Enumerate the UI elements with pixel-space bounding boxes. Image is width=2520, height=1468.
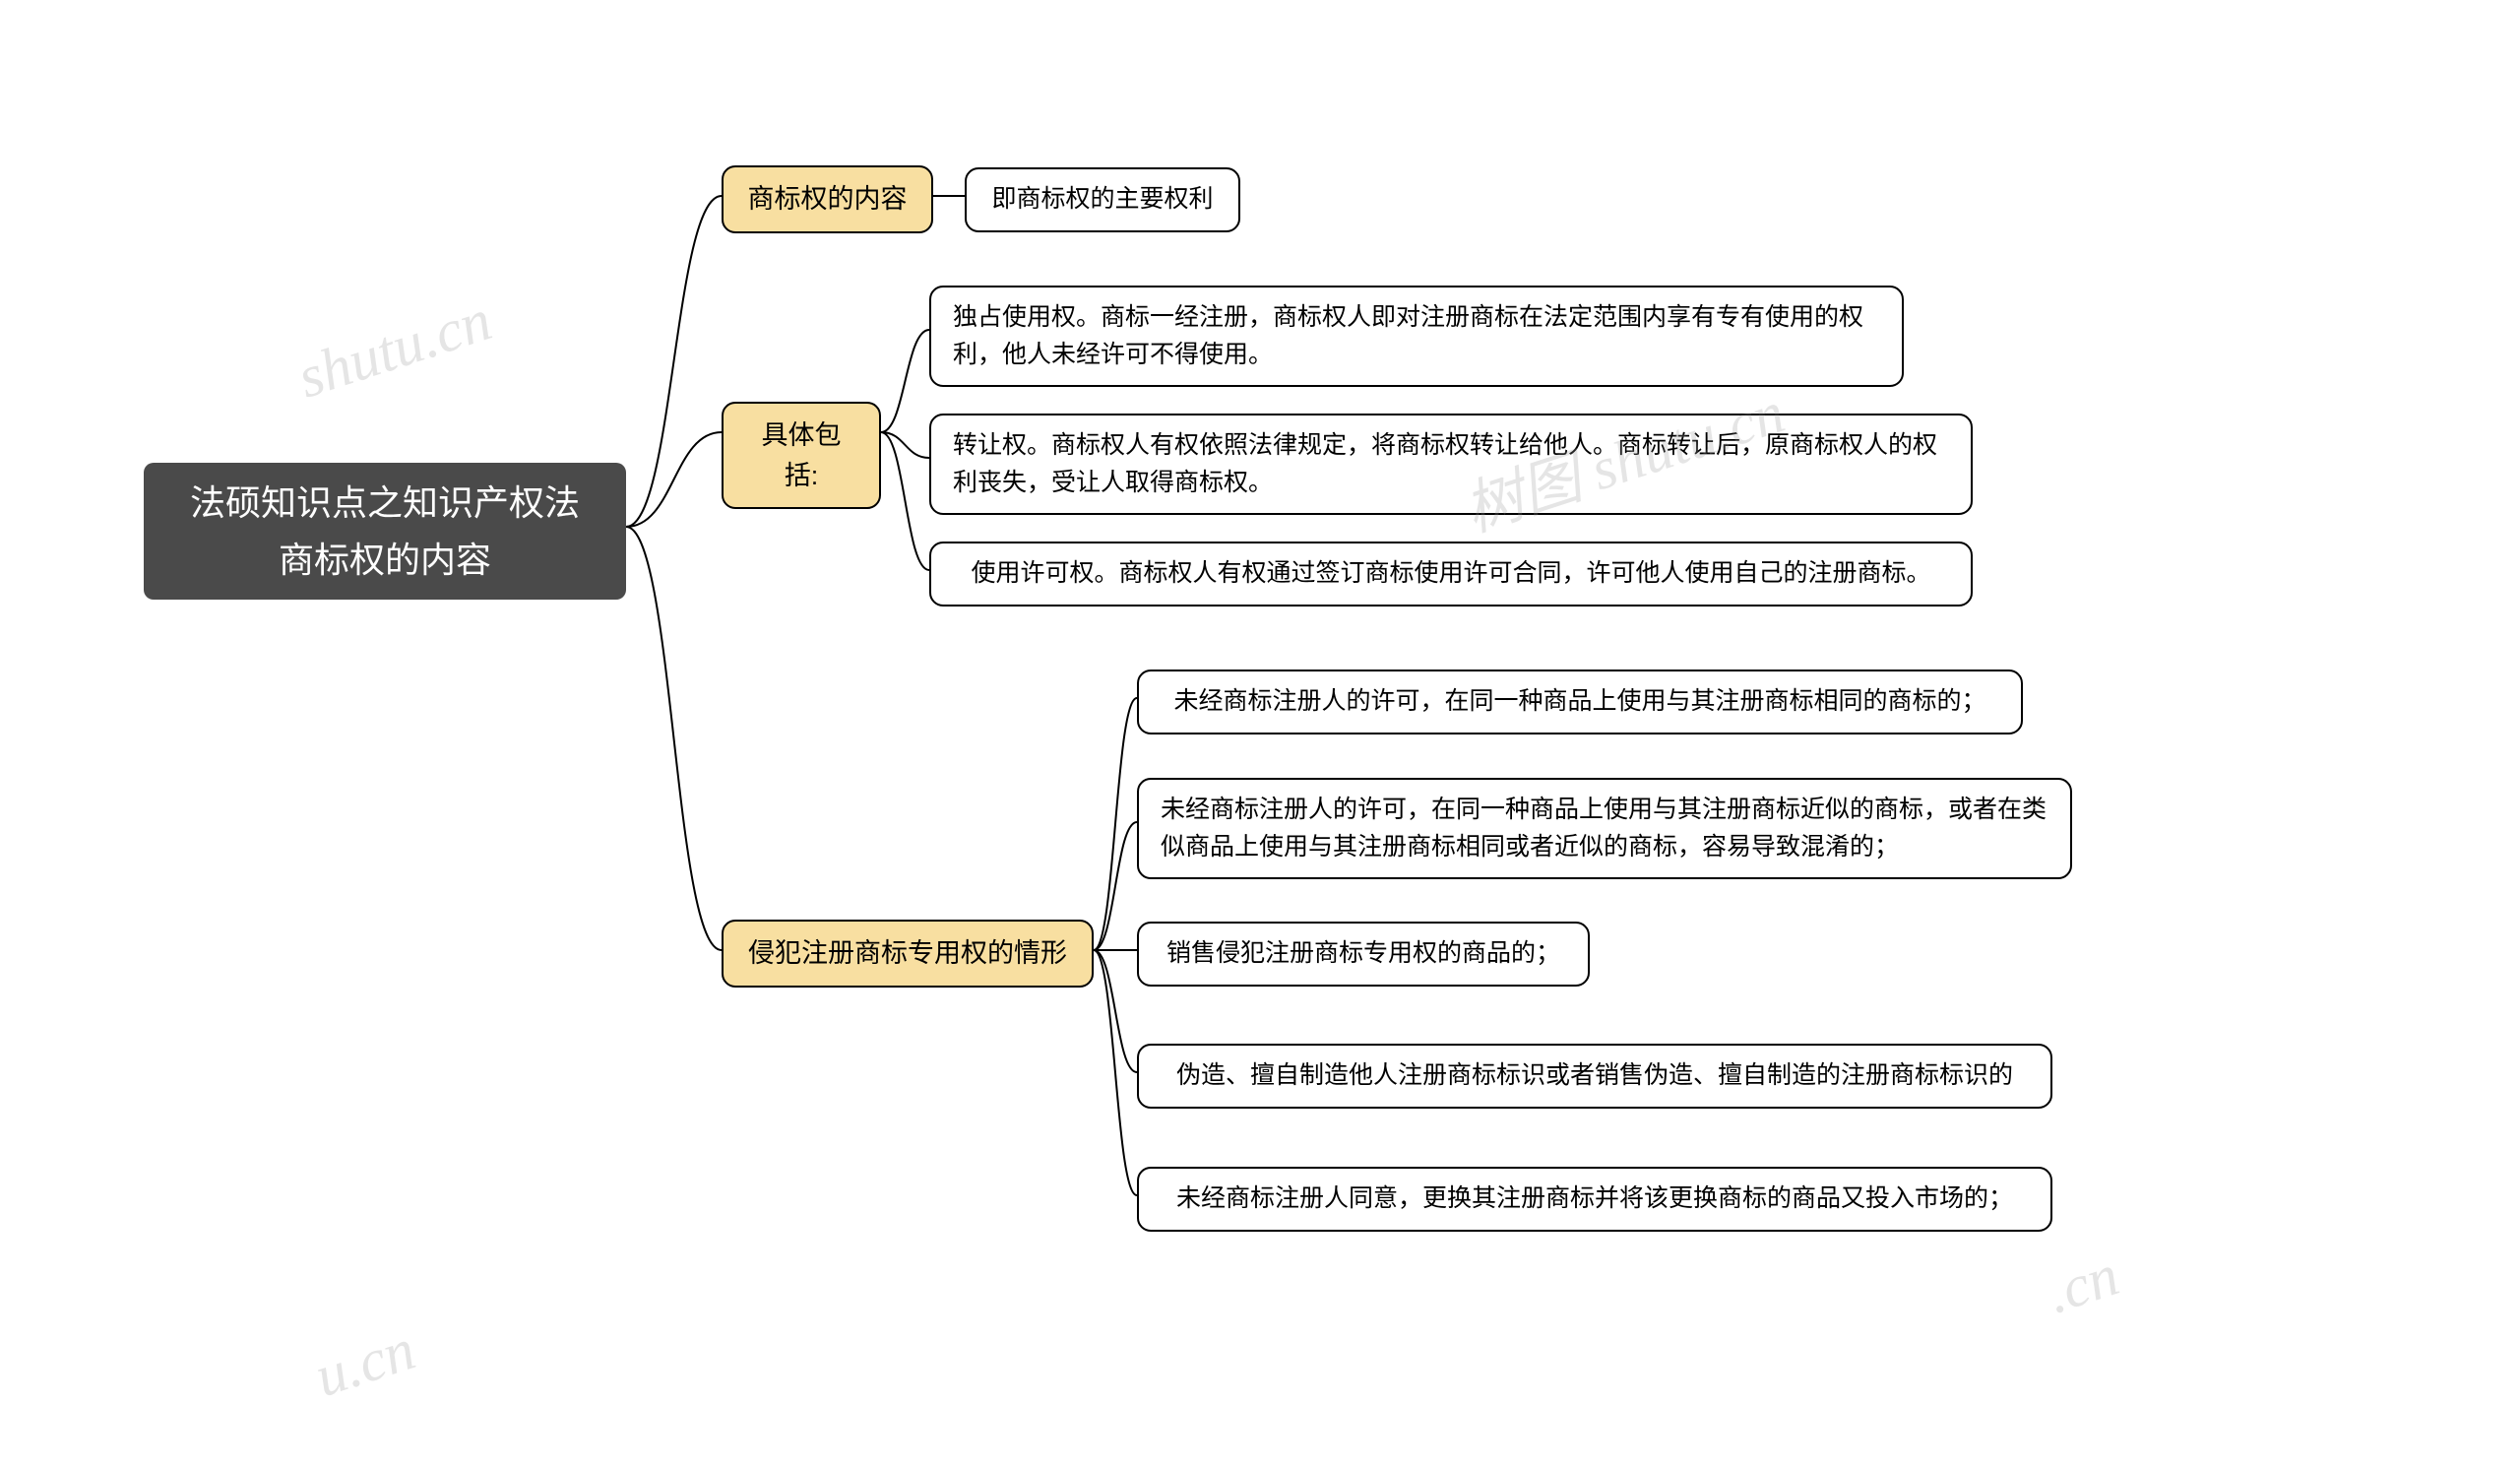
leaf-node-2-1: 未经商标注册人的许可，在同一种商品上使用与其注册商标近似的商标，或者在类似商品上… xyxy=(1137,778,2072,879)
root-node: 法硕知识点之知识产权法商标权的内容 xyxy=(144,463,626,600)
leaf-node-1-0: 独占使用权。商标一经注册，商标权人即对注册商标在法定范围内享有专有使用的权利，他… xyxy=(929,286,1904,387)
branch-node-2: 侵犯注册商标专用权的情形 xyxy=(722,920,1094,988)
watermark: shutu.cn xyxy=(289,287,499,413)
leaf-node-1-1: 转让权。商标权人有权依照法律规定，将商标权转让给他人。商标转让后，原商标权人的权… xyxy=(929,414,1973,515)
branch-node-1: 具体包括: xyxy=(722,402,881,509)
leaf-node-0-0: 即商标权的主要权利 xyxy=(965,167,1240,232)
watermark: .cn xyxy=(2039,1242,2126,1328)
leaf-node-2-2: 销售侵犯注册商标专用权的商品的； xyxy=(1137,922,1590,987)
leaf-node-1-2: 使用许可权。商标权人有权通过签订商标使用许可合同，许可他人使用自己的注册商标。 xyxy=(929,542,1973,606)
leaf-node-2-0: 未经商标注册人的许可，在同一种商品上使用与其注册商标相同的商标的； xyxy=(1137,670,2023,734)
watermark: u.cn xyxy=(307,1315,423,1411)
branch-node-0: 商标权的内容 xyxy=(722,165,933,233)
leaf-node-2-3: 伪造、擅自制造他人注册商标标识或者销售伪造、擅自制造的注册商标标识的 xyxy=(1137,1044,2052,1109)
connector-layer xyxy=(0,0,2520,1468)
leaf-node-2-4: 未经商标注册人同意，更换其注册商标并将该更换商标的商品又投入市场的； xyxy=(1137,1167,2052,1232)
